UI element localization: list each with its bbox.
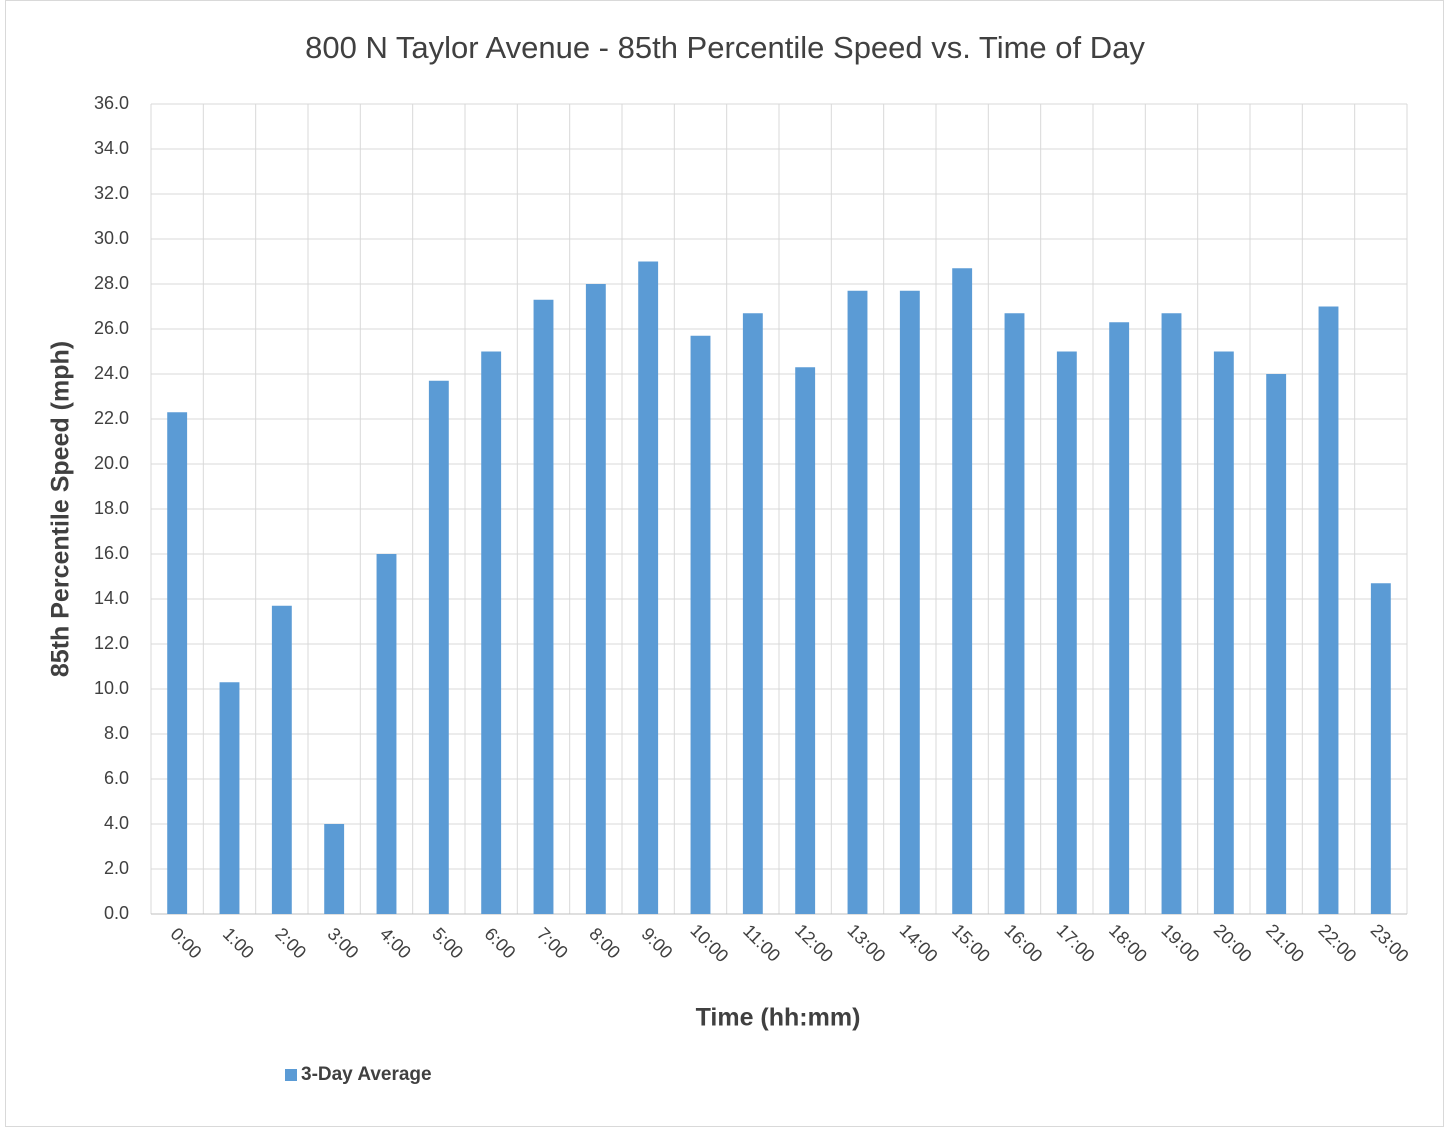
bar — [690, 335, 711, 914]
y-tick-label: 8.0 — [104, 723, 129, 743]
y-tick-label: 24.0 — [94, 363, 129, 383]
bar — [795, 367, 816, 914]
chart-border — [5, 0, 1444, 1127]
bar — [1213, 351, 1234, 914]
y-tick-label: 32.0 — [94, 183, 129, 203]
bar — [1109, 322, 1130, 914]
bar — [428, 380, 449, 914]
bar — [1318, 306, 1339, 914]
bar — [271, 605, 292, 914]
bar — [638, 261, 659, 914]
chart-title: 800 N Taylor Avenue - 85th Percentile Sp… — [305, 30, 1145, 65]
y-tick-label: 36.0 — [94, 93, 129, 113]
y-tick-label: 22.0 — [94, 408, 129, 428]
bar — [585, 284, 606, 914]
y-tick-label: 30.0 — [94, 228, 129, 248]
y-tick-label: 14.0 — [94, 588, 129, 608]
y-axis-title: 85th Percentile Speed (mph) — [47, 341, 75, 677]
legend-label: 3-Day Average — [301, 1064, 432, 1085]
y-tick-label: 20.0 — [94, 453, 129, 473]
bar — [1056, 351, 1077, 914]
bar — [1161, 313, 1182, 914]
y-tick-label: 4.0 — [104, 813, 129, 833]
legend-swatch — [285, 1069, 297, 1081]
bar — [167, 412, 188, 914]
bar — [481, 351, 502, 914]
bar — [952, 268, 973, 914]
bar — [1266, 374, 1287, 914]
bar — [324, 824, 345, 914]
y-tick-label: 16.0 — [94, 543, 129, 563]
bar — [1004, 313, 1025, 914]
bar — [742, 313, 763, 914]
bar — [899, 290, 920, 914]
y-tick-label: 18.0 — [94, 498, 129, 518]
y-tick-label: 34.0 — [94, 138, 129, 158]
y-tick-label: 12.0 — [94, 633, 129, 653]
bar — [533, 299, 554, 914]
y-tick-label: 6.0 — [104, 768, 129, 788]
y-tick-label: 2.0 — [104, 858, 129, 878]
y-tick-label: 10.0 — [94, 678, 129, 698]
bar — [1370, 583, 1391, 914]
y-tick-label: 26.0 — [94, 318, 129, 338]
bar — [376, 554, 397, 914]
bar — [219, 682, 240, 914]
y-tick-label: 28.0 — [94, 273, 129, 293]
y-tick-label: 0.0 — [104, 903, 129, 923]
bar — [847, 290, 868, 914]
x-axis-title: Time (hh:mm) — [696, 1004, 861, 1032]
